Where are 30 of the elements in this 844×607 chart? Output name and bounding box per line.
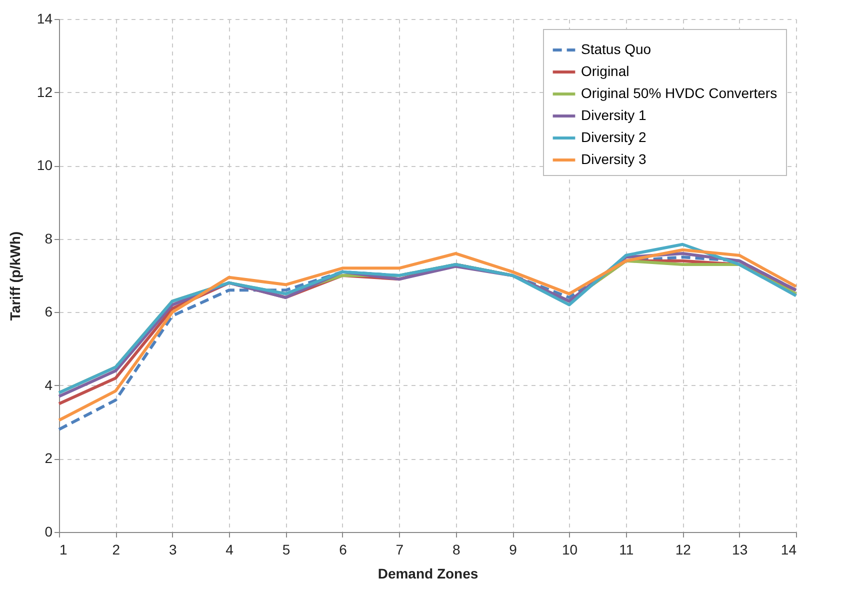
- y-axis-title: Tariff (p/kWh): [6, 231, 23, 321]
- y-tick-label: 6: [44, 304, 53, 320]
- x-axis-title: Demand Zones: [378, 566, 478, 582]
- x-tick-label: 10: [562, 542, 578, 558]
- legend-label: Diversity 2: [581, 129, 647, 145]
- y-tick-label: 4: [44, 376, 53, 393]
- legend-label: Status Quo: [581, 41, 652, 57]
- legend-label: Original 50% HVDC Converters: [581, 85, 778, 101]
- legend-label: Original: [581, 63, 630, 79]
- x-tick-label: 3: [168, 542, 177, 558]
- x-tick-label: 1: [60, 542, 68, 558]
- x-tick-label: 2: [112, 542, 120, 558]
- x-tick-label: 9: [509, 542, 518, 558]
- y-tick-label: 0: [44, 524, 53, 540]
- x-tick-label: 11: [619, 542, 634, 558]
- x-tick-label: 13: [732, 542, 748, 558]
- y-tick-label: 10: [36, 157, 53, 174]
- x-tick-label: 5: [282, 542, 290, 558]
- legend-label: Diversity 3: [581, 151, 647, 167]
- y-tick-label: 14: [36, 10, 53, 26]
- x-tick-label: 4: [226, 542, 234, 558]
- y-tick-label: 8: [44, 230, 53, 246]
- y-tick-label: 12: [36, 84, 53, 100]
- y-tick-label: 2: [44, 450, 53, 466]
- x-tick-label: 8: [452, 542, 460, 558]
- x-tick-label: 14: [780, 542, 797, 558]
- x-tick-label: 7: [396, 542, 404, 558]
- x-tick-label: 6: [339, 542, 348, 558]
- x-tick-label: 12: [675, 542, 692, 558]
- legend-label: Diversity 1: [581, 107, 647, 123]
